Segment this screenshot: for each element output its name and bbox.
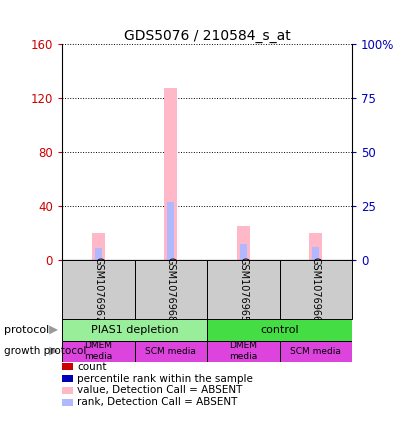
- Title: GDS5076 / 210584_s_at: GDS5076 / 210584_s_at: [124, 29, 290, 44]
- Bar: [95, 248, 102, 260]
- Text: SCM media: SCM media: [145, 346, 196, 356]
- Polygon shape: [49, 347, 58, 355]
- Text: count: count: [77, 362, 107, 372]
- Bar: [134, 341, 207, 362]
- Text: percentile rank within the sample: percentile rank within the sample: [77, 374, 253, 384]
- Text: DMEM
media: DMEM media: [229, 341, 257, 361]
- Text: PIAS1 depletion: PIAS1 depletion: [91, 325, 178, 335]
- Bar: [164, 88, 177, 260]
- Text: GSM1076965: GSM1076965: [238, 257, 248, 322]
- Bar: [62, 260, 134, 319]
- Bar: [312, 247, 319, 260]
- Bar: [207, 319, 352, 341]
- Bar: [207, 341, 280, 362]
- Bar: [207, 260, 280, 319]
- Bar: [280, 341, 352, 362]
- Bar: [280, 260, 352, 319]
- Bar: [134, 260, 207, 319]
- Bar: [237, 226, 250, 260]
- Bar: [240, 244, 246, 260]
- Text: growth protocol: growth protocol: [4, 346, 86, 356]
- Text: GSM1076968: GSM1076968: [166, 257, 176, 322]
- Text: GSM1076966: GSM1076966: [311, 257, 321, 322]
- Bar: [62, 319, 207, 341]
- Text: SCM media: SCM media: [290, 346, 341, 356]
- Bar: [62, 341, 134, 362]
- Text: GSM1076967: GSM1076967: [93, 257, 103, 322]
- Text: value, Detection Call = ABSENT: value, Detection Call = ABSENT: [77, 385, 242, 396]
- Bar: [168, 202, 174, 260]
- Bar: [309, 233, 322, 260]
- Text: protocol: protocol: [4, 325, 49, 335]
- Text: DMEM
media: DMEM media: [84, 341, 112, 361]
- Polygon shape: [49, 326, 58, 334]
- Text: rank, Detection Call = ABSENT: rank, Detection Call = ABSENT: [77, 397, 238, 407]
- Bar: [92, 233, 105, 260]
- Text: control: control: [260, 325, 299, 335]
